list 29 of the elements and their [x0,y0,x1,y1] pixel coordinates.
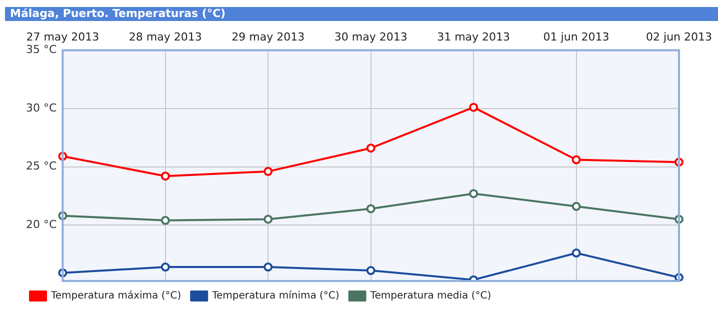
point [572,248,581,258]
legend-label: Temperatura media (°C) [369,290,492,302]
point [160,262,170,272]
point [160,172,170,181]
x-tick-label: 01 jun 2013 [543,30,610,44]
point [264,166,273,176]
point [469,102,478,112]
x-tick-label: 30 may 2013 [334,30,408,44]
legend-label: Temperatura mínima (°C) [211,290,340,302]
y-tick-label: 35 °C [26,43,57,56]
y-tick-label: 20 °C [26,218,57,231]
legend-label: Temperatura máxima (°C) [50,290,182,302]
x-tick-label: 02 jun 2013 [646,30,712,44]
point [572,202,581,211]
point [264,214,273,224]
point [264,262,273,272]
chart-title: Málaga, Puerto. Temperaturas (°C) [5,7,718,21]
point [572,155,581,164]
x-tick-label: 28 may 2013 [128,30,202,44]
x-tick-label: 27 may 2013 [26,30,100,44]
y-tick-label: 25 °C [26,160,57,173]
point [366,144,376,153]
point [160,216,170,225]
y-tick-label: 30 °C [26,101,57,114]
x-tick-label: 29 may 2013 [232,30,305,44]
point [366,266,376,276]
point [469,189,478,198]
point [366,204,376,214]
x-tick-label: 31 may 2013 [437,30,510,44]
